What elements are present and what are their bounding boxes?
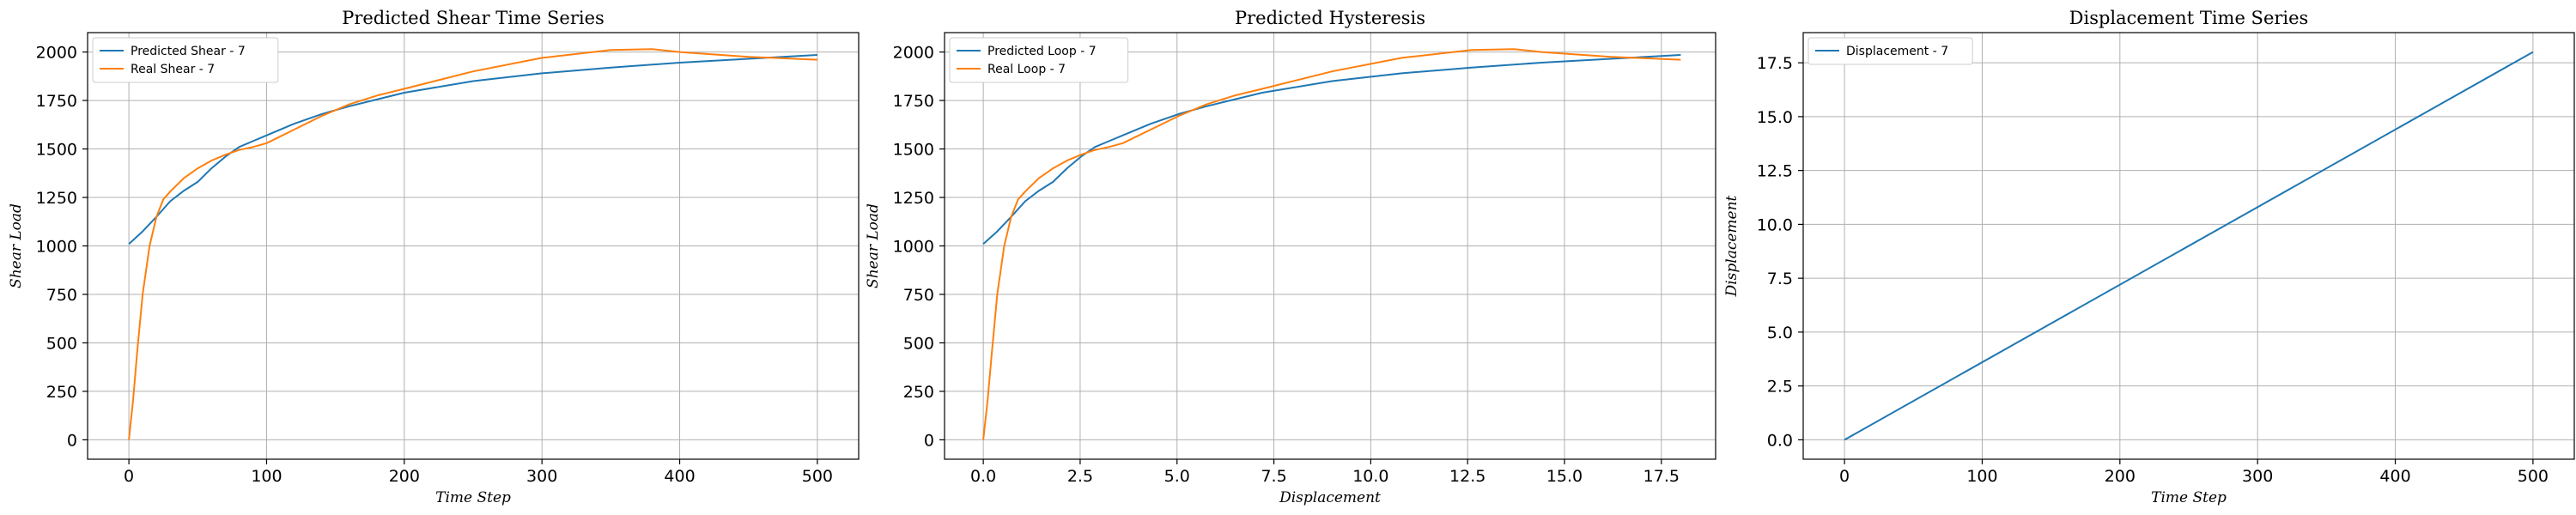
- legend: Predicted Shear - 7 Real Shear - 7: [92, 37, 279, 83]
- series-line-2: [128, 48, 817, 440]
- y-tick-label: 1000: [893, 238, 934, 257]
- y-tick-label: 0: [924, 431, 934, 450]
- y-axis-label: Displacement: [1723, 195, 1741, 297]
- y-tick-label: 1500: [893, 141, 934, 160]
- y-tick-label: 500: [903, 334, 934, 353]
- y-tick-label: 750: [46, 286, 77, 305]
- x-tick-label: 300: [526, 467, 557, 486]
- legend-box: [1807, 37, 1973, 65]
- x-tick-label: 300: [2242, 467, 2273, 486]
- x-tick-label: 200: [389, 467, 420, 486]
- y-axis-label: Shear Load: [8, 203, 25, 288]
- x-tick-label: 500: [802, 467, 833, 486]
- y-tick-label: 12.5: [1757, 162, 1793, 181]
- y-tick-label: 250: [46, 383, 77, 402]
- legend-label: Displacement - 7: [1846, 45, 1948, 58]
- legend-box: [949, 37, 1129, 83]
- y-tick-label: 0.0: [1767, 431, 1793, 450]
- x-tick-label: 0.0: [970, 467, 996, 486]
- y-tick-label: 2.5: [1767, 378, 1793, 397]
- chart-panel-3: 0 100 200 300 400 500 0.0 2.5 5.0 7.5 10.0 12.5 15.0…: [1723, 8, 2575, 506]
- y-tick-label: 1250: [893, 189, 934, 208]
- x-tick-label: 10.0: [1352, 467, 1388, 486]
- y-tick-label: 5.0: [1767, 324, 1793, 342]
- x-tick-label: 0: [124, 467, 134, 486]
- chart-title: Displacement Time Series: [2069, 8, 2309, 28]
- y-tick-label: 750: [903, 286, 934, 305]
- legend-label: Predicted Shear - 7: [131, 45, 246, 58]
- y-axis-label: Shear Load: [865, 203, 882, 288]
- y-tick-label: 250: [903, 383, 934, 402]
- chart-panel-1: 0 100 200 300 400 500 0 250 500 750 1000 1250 1500 17…: [8, 8, 860, 506]
- x-tick-label: 17.5: [1643, 467, 1680, 486]
- y-tick-label: 1750: [893, 92, 934, 111]
- y-tick-label: 2000: [36, 44, 77, 63]
- chart-panel-2: 0.0 2.5 5.0 7.5 10.0 12.5 15.0 17.5 0 250 500 750 10…: [865, 8, 1716, 506]
- y-tick-label: 15.0: [1757, 108, 1793, 127]
- x-tick-label: 5.0: [1164, 467, 1190, 486]
- chart-title: Predicted Hysteresis: [1235, 8, 1425, 28]
- legend: Displacement - 7: [1807, 37, 1973, 65]
- x-axis-label: Time Step: [2151, 489, 2227, 506]
- y-tick-label: 1750: [36, 92, 77, 111]
- x-axis-label: Displacement: [1279, 489, 1381, 506]
- plot-frame: [1802, 32, 2575, 460]
- y-tick-label: 1250: [36, 189, 77, 208]
- y-tick-label: 2000: [893, 44, 934, 63]
- x-tick-label: 0: [1839, 467, 1850, 486]
- y-tick-label: 1500: [36, 141, 77, 160]
- x-tick-label: 2.5: [1067, 467, 1093, 486]
- series-line-1: [128, 54, 817, 245]
- y-tick-label: 17.5: [1757, 54, 1793, 73]
- legend-label: Predicted Loop - 7: [987, 45, 1097, 58]
- legend: Predicted Loop - 7 Real Loop - 7: [949, 37, 1129, 83]
- x-tick-label: 12.5: [1449, 467, 1485, 486]
- y-tick-label: 0: [67, 431, 77, 450]
- legend-label: Real Shear - 7: [131, 63, 215, 76]
- series-line-1: [1844, 51, 2534, 441]
- series-line-1: [982, 54, 1681, 245]
- x-tick-label: 400: [2379, 467, 2410, 486]
- legend-label: Real Loop - 7: [987, 63, 1066, 76]
- y-tick-label: 1000: [36, 238, 77, 257]
- x-tick-label: 500: [2518, 467, 2549, 486]
- series-line-2: [982, 48, 1681, 440]
- x-axis-label: Time Step: [435, 489, 511, 506]
- y-tick-label: 10.0: [1757, 215, 1793, 234]
- legend-box: [92, 37, 279, 83]
- x-tick-label: 15.0: [1546, 467, 1583, 486]
- x-tick-label: 200: [2105, 467, 2136, 486]
- y-tick-label: 500: [46, 334, 77, 353]
- y-tick-label: 7.5: [1767, 270, 1793, 288]
- x-tick-label: 100: [251, 467, 282, 486]
- x-tick-label: 100: [1966, 467, 1997, 486]
- chart-title: Predicted Shear Time Series: [342, 8, 605, 28]
- x-tick-label: 7.5: [1261, 467, 1286, 486]
- x-tick-label: 400: [664, 467, 695, 486]
